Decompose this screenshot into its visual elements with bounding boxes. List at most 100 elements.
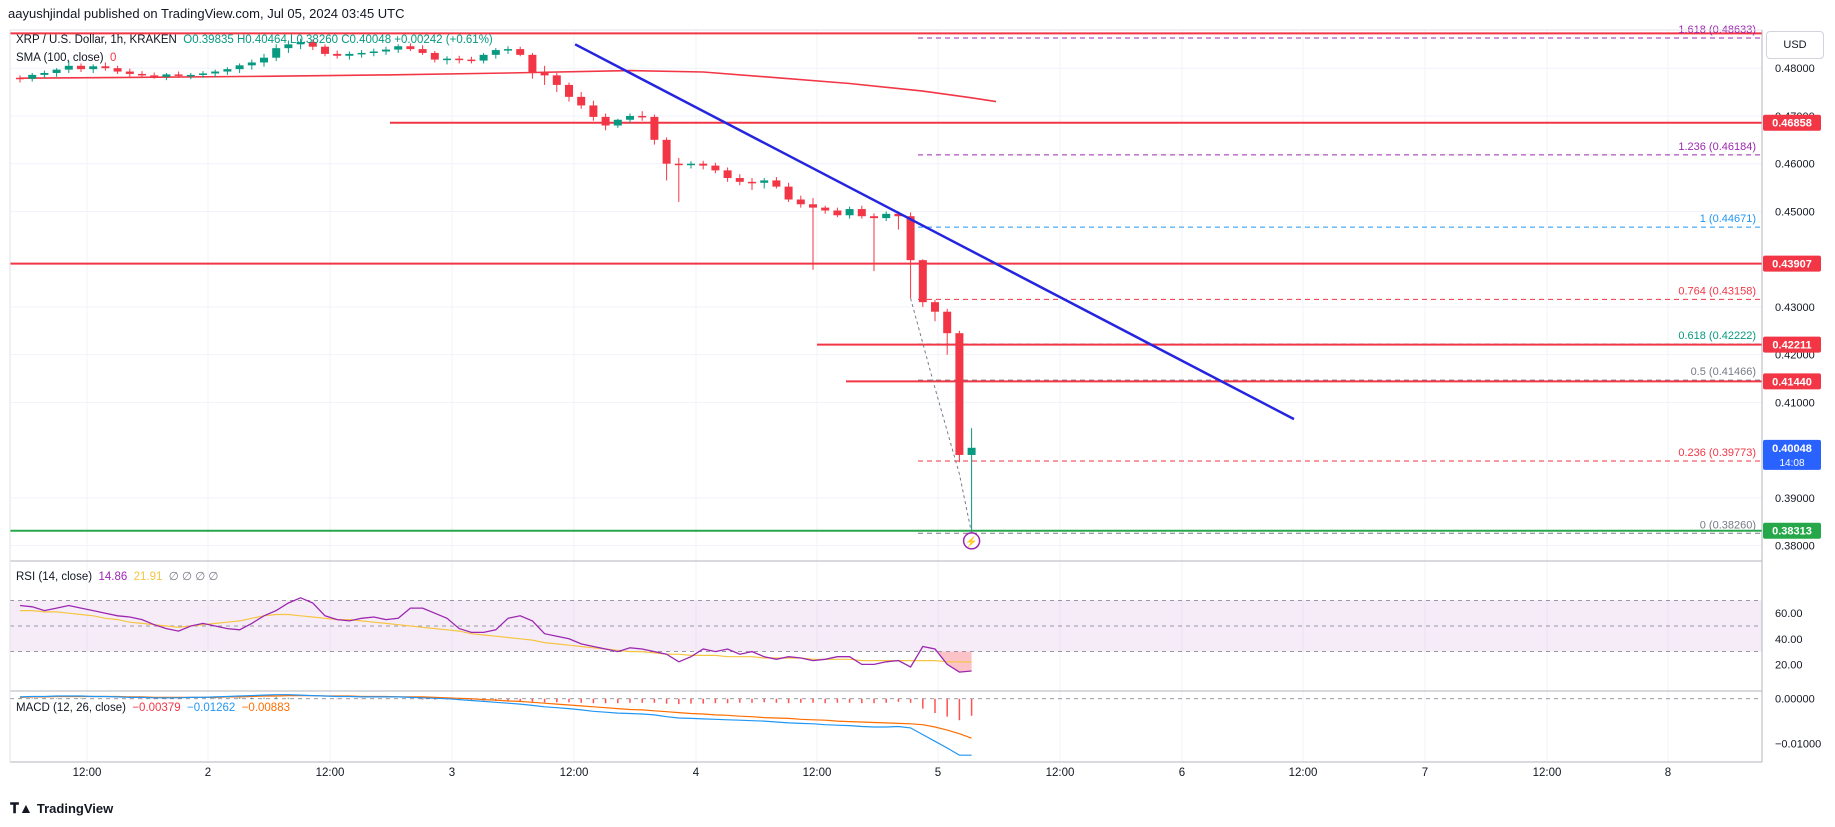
candle-body bbox=[967, 447, 976, 455]
currency-button[interactable]: USD bbox=[1766, 31, 1824, 59]
rsi-extra: ∅ ∅ ∅ ∅ bbox=[168, 571, 219, 583]
candle-body bbox=[955, 333, 964, 455]
fib-level-label: 1.236 (0.46184) bbox=[1678, 141, 1756, 153]
rsi-legend[interactable]: RSI (14, close) 14.86 21.91 ∅ ∅ ∅ ∅ bbox=[16, 569, 218, 583]
candle-body bbox=[125, 71, 134, 74]
price-tick-label: 0.48000 bbox=[1775, 63, 1815, 75]
symbol-title[interactable]: XRP / U.S. Dollar, 1h, KRAKEN bbox=[16, 34, 177, 46]
candle-body bbox=[748, 181, 756, 184]
candle-body bbox=[516, 49, 525, 55]
bearish-trendline bbox=[574, 43, 1295, 421]
time-tick-label: 3 bbox=[449, 767, 455, 779]
tradingview-logo-icon: 𝐓▲ bbox=[10, 800, 33, 816]
time-tick-label: 8 bbox=[1665, 767, 1671, 779]
candle-body bbox=[308, 41, 317, 47]
candle-body bbox=[345, 53, 354, 56]
time-tick-label: 12:00 bbox=[560, 767, 589, 779]
candle-body bbox=[394, 46, 403, 50]
candle-body bbox=[552, 75, 561, 85]
candle-body bbox=[443, 58, 451, 61]
candle-body bbox=[382, 49, 390, 52]
low-value: L0.38260 bbox=[290, 34, 339, 46]
candle-body bbox=[931, 302, 939, 312]
tradingview-logo[interactable]: 𝐓▲ TradingView bbox=[10, 800, 113, 817]
candle-body bbox=[918, 260, 927, 303]
price-tick-label: 0.42000 bbox=[1775, 350, 1815, 362]
price-tick-label: 0.41000 bbox=[1775, 397, 1815, 409]
price-tag-text: 0.41440 bbox=[1772, 376, 1812, 388]
candle-body bbox=[943, 311, 952, 334]
candle-body bbox=[16, 77, 24, 80]
candle-body bbox=[272, 48, 281, 58]
fib-level-label: 0.764 (0.43158) bbox=[1678, 285, 1756, 297]
change-value: +0.00242 (+0.61%) bbox=[394, 34, 493, 46]
candle-body bbox=[784, 186, 793, 200]
candle-body bbox=[760, 180, 769, 183]
sma-value: 0 bbox=[109, 52, 117, 64]
candle-body bbox=[369, 51, 378, 53]
fib-level-label: 0.618 (0.42222) bbox=[1678, 330, 1756, 342]
close-value: C0.40048 bbox=[341, 34, 392, 46]
price-tag-text: 0.42211 bbox=[1772, 340, 1811, 352]
last-price-tag bbox=[1763, 439, 1821, 470]
candle-body bbox=[162, 74, 171, 77]
candle-body bbox=[796, 199, 805, 205]
price-tag-text: 0.43907 bbox=[1772, 259, 1812, 271]
macd-value-3: −0.00883 bbox=[241, 702, 290, 714]
rsi-oversold-fill bbox=[935, 649, 972, 673]
time-tick-label: 4 bbox=[693, 767, 700, 779]
macd-value-2: −0.01262 bbox=[187, 702, 236, 714]
sma-legend[interactable]: SMA (100, close) 0 bbox=[16, 52, 116, 64]
candle-body bbox=[235, 65, 244, 70]
candle-body bbox=[211, 71, 220, 74]
macd-value-1: −0.00379 bbox=[132, 702, 181, 714]
macd-legend[interactable]: MACD (12, 26, close) −0.00379 −0.01262 −… bbox=[16, 702, 290, 714]
fib-level-label: 0.5 (0.41466) bbox=[1691, 366, 1756, 378]
candle-body bbox=[613, 119, 622, 126]
candle-body bbox=[882, 213, 891, 219]
candle-body bbox=[174, 74, 183, 76]
rsi-tick-label: 40.00 bbox=[1775, 634, 1803, 646]
candle-body bbox=[479, 54, 488, 61]
candle-body bbox=[626, 115, 634, 120]
rsi-band bbox=[10, 600, 1762, 652]
candle-body bbox=[64, 65, 73, 70]
candle-body bbox=[723, 170, 732, 179]
price-tag bbox=[1763, 255, 1821, 272]
candle-body bbox=[418, 49, 427, 53]
price-tag bbox=[1763, 522, 1821, 539]
brand-name: TradingView bbox=[36, 801, 114, 816]
time-tick-label: 12:00 bbox=[73, 767, 102, 779]
candle-body bbox=[150, 75, 159, 77]
time-tick-label: 5 bbox=[935, 767, 941, 779]
candle-body bbox=[540, 72, 549, 76]
macd-tick-label: −0.01000 bbox=[1775, 739, 1821, 751]
candle-body bbox=[101, 66, 110, 69]
candle-body bbox=[199, 73, 207, 75]
price-tag bbox=[1763, 114, 1821, 131]
candle-body bbox=[845, 209, 854, 216]
rsi-tick-label: 60.00 bbox=[1775, 608, 1803, 620]
projection-path bbox=[910, 298, 973, 534]
candle-body bbox=[577, 96, 586, 106]
time-tick-label: 12:00 bbox=[316, 767, 345, 779]
price-tick-label: 0.43000 bbox=[1775, 302, 1815, 314]
time-tick-label: 12:00 bbox=[1533, 767, 1562, 779]
candle-body bbox=[77, 65, 85, 70]
candle-body bbox=[565, 84, 573, 97]
candle-body bbox=[455, 58, 464, 61]
candle-body bbox=[662, 139, 671, 164]
candle-body bbox=[333, 53, 342, 56]
candle-body bbox=[906, 216, 915, 261]
macd-label: MACD (12, 26, close) bbox=[16, 702, 126, 714]
candle-body bbox=[467, 59, 476, 62]
time-tick-label: 2 bbox=[205, 767, 211, 779]
open-value: O0.39835 bbox=[183, 34, 234, 46]
candle-body bbox=[894, 213, 903, 217]
candle-body bbox=[321, 46, 329, 54]
event-marker-icon bbox=[962, 532, 981, 550]
candle-body bbox=[430, 52, 439, 60]
candle-body bbox=[40, 72, 49, 75]
time-tick-label: 7 bbox=[1422, 767, 1428, 779]
